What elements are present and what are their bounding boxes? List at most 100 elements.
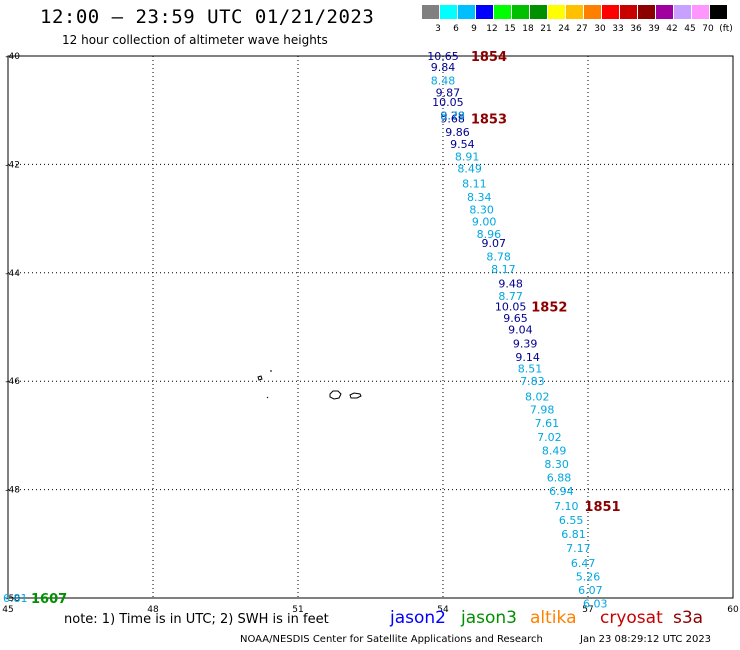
swh-value: 9.07 bbox=[482, 237, 507, 250]
pass-time-label: 1851 bbox=[584, 500, 620, 515]
swh-value: 7.17 bbox=[566, 542, 591, 555]
scale-label: 3 bbox=[435, 24, 441, 34]
swh-value: 7.10 bbox=[554, 500, 579, 513]
swh-value: 6.55 bbox=[559, 514, 584, 527]
scale-swatch bbox=[422, 5, 439, 19]
island-outline bbox=[349, 392, 362, 399]
page-title: 12:00 – 23:59 UTC 01/21/2023 bbox=[40, 6, 375, 28]
swh-value: 9.14 bbox=[515, 351, 540, 364]
swh-value: 9.68 bbox=[440, 112, 465, 125]
scale-swatch bbox=[692, 5, 709, 19]
scale-swatch bbox=[656, 5, 673, 19]
swh-value: 10.65 bbox=[427, 50, 459, 63]
swh-value: 8.78 bbox=[486, 251, 511, 264]
swh-value: 9.84 bbox=[431, 61, 456, 74]
track-time-labels: 1854 1853 1852 1851 1607 bbox=[31, 50, 621, 607]
scale-label: 27 bbox=[576, 24, 588, 34]
latitude-tick-label: -48 bbox=[5, 486, 20, 496]
swh-value: 9.39 bbox=[513, 337, 538, 350]
latitude-tick-label: -42 bbox=[5, 160, 20, 170]
swh-value: 8.96 bbox=[477, 228, 502, 241]
scale-label: 12 bbox=[486, 24, 498, 34]
swh-value: 8.30 bbox=[544, 458, 569, 471]
scale-label: 30 bbox=[594, 24, 606, 34]
scale-label: 21 bbox=[540, 24, 552, 34]
swh-value: 6.94 bbox=[549, 485, 574, 498]
scale-swatch bbox=[584, 5, 601, 19]
longitude-tick-label: 60 bbox=[727, 605, 739, 615]
swh-value: 7.61 bbox=[535, 417, 560, 430]
latitude-tick-label: -46 bbox=[5, 377, 20, 387]
swh-value: 6.81 bbox=[3, 592, 28, 605]
swh-value: 6.03 bbox=[583, 597, 608, 610]
scale-swatch bbox=[602, 5, 619, 19]
scale-label: 33 bbox=[612, 24, 624, 34]
footer-note: note: 1) Time is in UTC; 2) SWH is in fe… bbox=[64, 612, 329, 627]
longitude-tick-label: 45 bbox=[2, 605, 13, 615]
island-outline bbox=[266, 396, 269, 399]
swh-value: 8.91 bbox=[455, 150, 480, 163]
scale-swatch bbox=[674, 5, 691, 19]
swh-value: 9.54 bbox=[450, 138, 475, 151]
swh-value: 7.98 bbox=[530, 403, 555, 416]
swh-value: 10.05 bbox=[495, 300, 527, 313]
scale-label: 18 bbox=[522, 24, 534, 34]
pass-time-label: 1854 bbox=[471, 50, 507, 65]
longitude-tick-label: 48 bbox=[147, 605, 159, 615]
generated-timestamp: Jan 23 08:29:12 UTC 2023 bbox=[580, 634, 712, 645]
latitude-tick-label: -40 bbox=[5, 52, 20, 62]
longitude-tick-label: 54 bbox=[437, 605, 449, 615]
scale-swatch bbox=[530, 5, 547, 19]
swh-value: 7.02 bbox=[537, 431, 562, 444]
scale-label: 36 bbox=[630, 24, 642, 34]
swh-value: 8.11 bbox=[462, 177, 487, 190]
swh-value: 9.87 bbox=[436, 86, 461, 99]
swh-value: 7.83 bbox=[520, 375, 545, 388]
scale-swatch bbox=[476, 5, 493, 19]
scale-label: 70 bbox=[702, 24, 714, 34]
swh-value: 10.05 bbox=[432, 96, 464, 109]
swh-value: 8.49 bbox=[457, 163, 482, 176]
scale-swatch bbox=[440, 5, 457, 19]
swh-value: 6.88 bbox=[547, 472, 572, 485]
mission-label-s3a: s3a bbox=[673, 608, 704, 628]
axis-tick-labels: 45 48 51 54 57 60 -40 -42 -44 -46 -48 -50 bbox=[2, 52, 739, 615]
swh-value: 8.49 bbox=[542, 445, 567, 458]
swh-value: 6.07 bbox=[578, 584, 603, 597]
island-outlines bbox=[257, 370, 362, 400]
page-subtitle: 12 hour collection of altimeter wave hei… bbox=[62, 33, 328, 47]
scale-swatch bbox=[566, 5, 583, 19]
pass-time-label: 1853 bbox=[471, 112, 507, 127]
swh-value: 8.51 bbox=[518, 363, 543, 376]
pass-time-label: 1852 bbox=[531, 300, 567, 315]
scale-swatch bbox=[620, 5, 637, 19]
island-outline bbox=[329, 390, 342, 400]
swh-value: 9.00 bbox=[472, 215, 497, 228]
swh-value: 8.48 bbox=[431, 74, 456, 87]
scale-swatch bbox=[638, 5, 655, 19]
swh-value: 8.79 bbox=[440, 110, 465, 123]
latitude-tick-label: -44 bbox=[5, 269, 20, 279]
swh-value: 8.17 bbox=[491, 263, 516, 276]
swh-value: 9.65 bbox=[503, 312, 528, 325]
longitude-tick-label: 51 bbox=[292, 605, 303, 615]
pass-time-label: 1607 bbox=[31, 592, 67, 607]
scale-label: (ft) bbox=[719, 24, 733, 34]
wave-height-values: 10.659.849.8710.059.289.689.869.549.079.… bbox=[3, 50, 608, 610]
scale-swatch bbox=[710, 5, 727, 19]
map-frame bbox=[7, 55, 734, 599]
graticule bbox=[7, 55, 734, 599]
scale-label: 42 bbox=[666, 24, 678, 34]
credit-line: NOAA/NESDIS Center for Satellite Applica… bbox=[240, 634, 543, 645]
scale-label: 24 bbox=[558, 24, 570, 34]
scale-swatch bbox=[512, 5, 529, 19]
scale-label: 9 bbox=[471, 24, 477, 34]
mission-label-jason3: jason3 bbox=[461, 608, 517, 628]
longitude-tick-label: 57 bbox=[582, 605, 593, 615]
swh-value: 8.77 bbox=[498, 290, 523, 303]
scale-label: 45 bbox=[684, 24, 696, 34]
island-outline bbox=[257, 375, 263, 381]
swh-value: 8.02 bbox=[525, 390, 550, 403]
swh-value: 8.30 bbox=[469, 203, 494, 216]
